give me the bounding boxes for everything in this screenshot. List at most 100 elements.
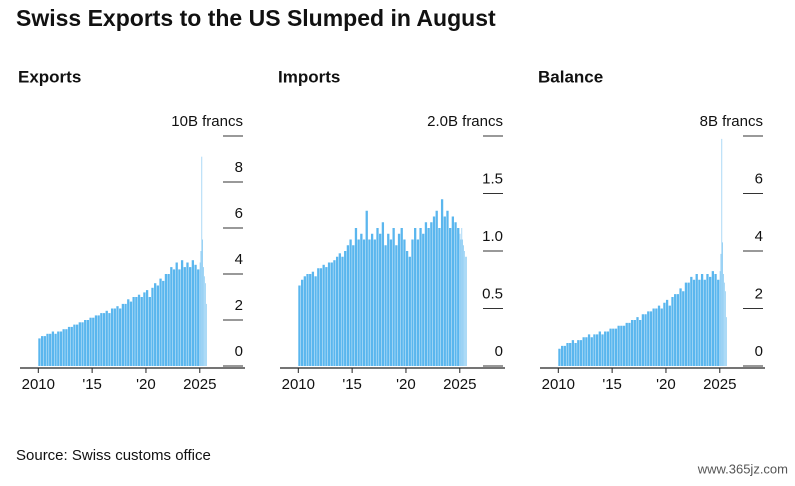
bar: [186, 262, 189, 366]
y-tick-label: 4: [755, 228, 763, 245]
bar: [314, 276, 317, 366]
bar: [46, 333, 49, 366]
bar: [462, 239, 463, 366]
bar: [587, 334, 591, 366]
bar: [663, 302, 666, 366]
x-tick-label: '20: [656, 376, 676, 393]
bar: [461, 228, 463, 366]
bar: [92, 317, 95, 366]
bar: [306, 274, 309, 366]
x-tick-label: 2010: [22, 376, 55, 393]
x-tick-label: '15: [82, 376, 102, 393]
bar: [335, 256, 339, 366]
bar: [121, 303, 125, 366]
bar: [322, 264, 325, 366]
bar: [598, 331, 601, 366]
bar: [558, 348, 561, 366]
bar: [577, 340, 580, 366]
bar: [349, 239, 352, 366]
x-tick-label: 2010: [542, 376, 575, 393]
bar: [389, 239, 393, 366]
bar: [655, 308, 658, 366]
bar: [317, 268, 320, 366]
bar: [167, 274, 170, 366]
bar: [622, 325, 626, 366]
bar: [459, 233, 461, 366]
bar: [671, 297, 674, 366]
bar: [170, 267, 173, 366]
y-tick-label: 10B francs: [171, 113, 243, 130]
y-tick-label: 0: [495, 343, 503, 360]
bar: [346, 245, 350, 366]
bar: [569, 343, 572, 366]
bar: [189, 267, 192, 366]
bar: [628, 322, 631, 366]
bar: [700, 274, 704, 366]
bar: [197, 269, 200, 366]
bar: [376, 228, 379, 366]
bar: [571, 340, 575, 366]
bar: [438, 228, 441, 366]
bar: [657, 305, 661, 366]
bar: [419, 228, 422, 366]
bar: [67, 326, 71, 366]
bar: [325, 267, 328, 366]
bar: [440, 199, 444, 366]
bar: [119, 308, 122, 366]
x-tick-label: '15: [342, 376, 362, 393]
chart-title: Swiss Exports to the US Slumped in Augus…: [16, 5, 496, 31]
bar: [574, 343, 577, 366]
bar: [379, 233, 382, 366]
bar: [78, 322, 81, 366]
bar: [362, 239, 366, 366]
bar: [86, 320, 90, 366]
bar: [97, 315, 100, 366]
bar: [560, 345, 564, 366]
bar: [432, 216, 436, 366]
bar: [89, 317, 92, 366]
bar: [416, 239, 420, 366]
bar: [614, 328, 618, 366]
bar: [641, 314, 645, 366]
bar: [127, 299, 130, 366]
bar: [695, 274, 698, 366]
bar: [180, 260, 184, 366]
bar: [590, 337, 593, 366]
bar: [717, 279, 720, 366]
bar: [43, 336, 46, 366]
bar: [132, 297, 135, 366]
bar: [151, 287, 154, 366]
bar: [365, 210, 368, 366]
bar: [65, 329, 68, 366]
bar: [206, 303, 207, 366]
panel-title: Imports: [278, 67, 340, 86]
bar: [333, 260, 336, 366]
bar: [408, 256, 411, 366]
bar: [451, 216, 455, 366]
bar: [714, 274, 717, 366]
bar: [720, 253, 722, 366]
bar: [172, 269, 176, 366]
bar: [156, 285, 160, 366]
bar: [148, 297, 151, 366]
bar: [427, 228, 430, 366]
bar: [625, 322, 628, 366]
bar: [392, 228, 395, 366]
bar: [647, 311, 650, 366]
bar: [183, 267, 186, 366]
bar: [644, 314, 647, 366]
bar: [703, 279, 706, 366]
bar: [684, 282, 688, 366]
bar: [665, 299, 669, 366]
bar: [387, 233, 390, 366]
bar: [73, 324, 76, 366]
bar: [682, 291, 685, 366]
bar: [105, 310, 108, 366]
bar: [199, 262, 201, 366]
bar: [110, 308, 114, 366]
bar: [311, 271, 315, 366]
bar: [449, 228, 452, 366]
bar: [395, 245, 398, 366]
bar: [352, 245, 355, 366]
